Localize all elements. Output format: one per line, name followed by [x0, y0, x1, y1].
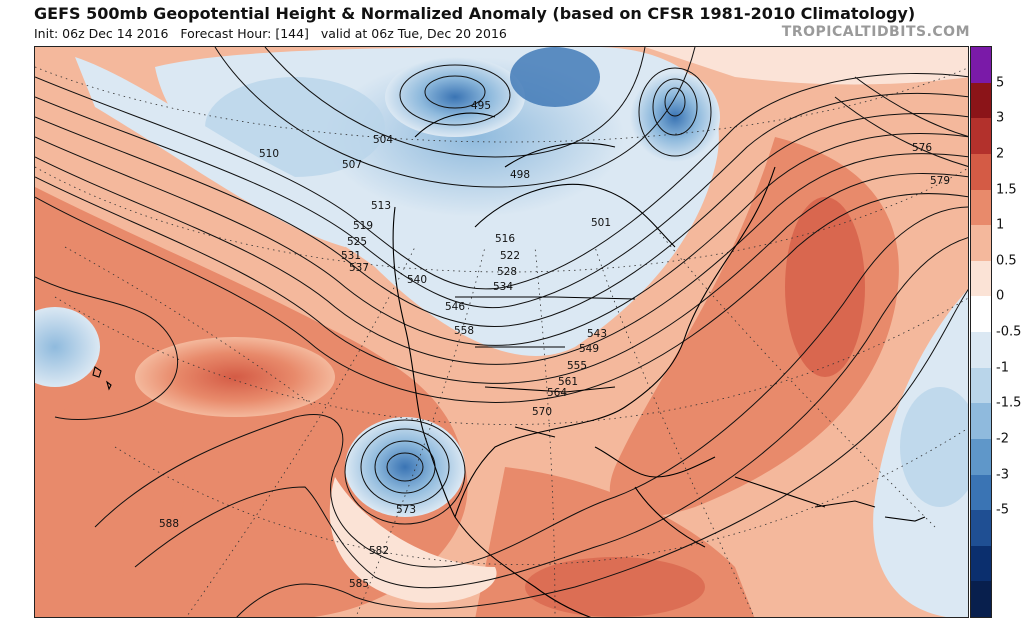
contour-label: 513 [371, 200, 391, 212]
watermark: TROPICALTIDBITS.COM [781, 24, 970, 40]
contour-label: 549 [579, 343, 599, 355]
colorbar-label: 0.5 [996, 253, 1017, 269]
colorbar-label: -2 [996, 431, 1009, 447]
colorbar-label: 5 [996, 75, 1005, 91]
graticule [35, 66, 968, 617]
colorbar-label: -0.5 [996, 324, 1022, 340]
colorbar-label: -1.5 [996, 395, 1022, 411]
colorbar-label: 2 [996, 146, 1005, 162]
contour-label: 510 [259, 148, 279, 160]
map-subtitle: Init: 06z Dec 14 2016 Forecast Hour: [14… [34, 26, 507, 41]
colorbar-segment [971, 260, 991, 297]
contour-label: 555 [567, 360, 587, 372]
colorbar-segment [971, 118, 991, 154]
colorbar-segment [971, 189, 991, 226]
contour-label: 561 [558, 376, 578, 388]
coastlines [92, 112, 926, 617]
contour-label: 495 [471, 100, 491, 112]
height-contours [35, 47, 968, 617]
contour-label: 525 [347, 236, 367, 248]
contour-label: 576 [912, 142, 932, 154]
colorbar-segment [971, 510, 991, 546]
contour-labels: 495 498 501 504 507 510 513 516 519 522 … [159, 100, 950, 590]
colorbar-segment [971, 438, 991, 475]
contour-label: 498 [510, 169, 530, 181]
map-panel: 495 498 501 504 507 510 513 516 519 522 … [34, 46, 969, 618]
contour-label: 516 [495, 233, 515, 245]
colorbar-label: 1.5 [996, 182, 1017, 197]
contour-label: 501 [591, 217, 611, 229]
contour-label: 540 [407, 274, 427, 286]
colorbar-segment [971, 474, 991, 511]
contour-label: 564 [547, 387, 567, 399]
colorbar-label: -1 [996, 360, 1009, 376]
contour-label: 570 [532, 406, 552, 418]
colorbar-label: 0 [996, 288, 1005, 304]
contour-label: 507 [342, 159, 362, 171]
contour-label: 588 [159, 518, 179, 530]
anomaly-colorbar [970, 46, 992, 618]
contour-label: 546 [445, 301, 465, 313]
colorbar-segment [971, 581, 991, 617]
contour-label: 543 [587, 328, 607, 340]
header: GEFS 500mb Geopotential Height & Normali… [0, 0, 1024, 46]
map-svg: 495 498 501 504 507 510 513 516 519 522 … [35, 47, 968, 617]
contour-label: 558 [454, 325, 474, 337]
colorbar-segment [971, 296, 991, 332]
colorbar-label: -5 [996, 502, 1009, 518]
colorbar-segment [971, 153, 991, 190]
contour-label: 522 [500, 250, 520, 262]
anomaly-fill [35, 47, 968, 617]
contour-label: 579 [930, 175, 950, 187]
contour-label: 504 [373, 134, 393, 146]
colorbar-segment [971, 225, 991, 261]
colorbar-segment [971, 82, 991, 119]
colorbar-segment [971, 545, 991, 582]
contour-label: 585 [349, 578, 369, 590]
contour-label: 519 [353, 220, 373, 232]
colorbar-segment [971, 47, 991, 83]
colorbar-label: -3 [996, 467, 1009, 482]
contour-label: 534 [493, 281, 513, 293]
colorbar-segment [971, 367, 991, 404]
colorbar-label: 1 [996, 217, 1005, 233]
colorbar-segment [971, 403, 991, 439]
contour-label: 582 [369, 545, 389, 557]
contour-label: 537 [349, 262, 369, 274]
colorbar-label: 3 [996, 110, 1005, 126]
contour-label: 531 [341, 250, 361, 262]
contour-label: 573 [396, 504, 416, 516]
contour-label: 528 [497, 266, 517, 278]
map-title: GEFS 500mb Geopotential Height & Normali… [34, 4, 916, 23]
colorbar-segment [971, 332, 991, 368]
